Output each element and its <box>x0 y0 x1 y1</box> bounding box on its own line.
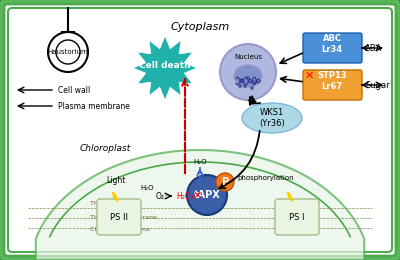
Text: ✕: ✕ <box>192 191 202 201</box>
Circle shape <box>238 84 242 88</box>
Text: tAPX: tAPX <box>194 190 220 200</box>
Text: Haustorium: Haustorium <box>48 49 88 55</box>
Text: ABA: ABA <box>365 43 382 53</box>
Circle shape <box>250 86 254 90</box>
Circle shape <box>216 173 234 191</box>
FancyBboxPatch shape <box>275 199 319 235</box>
Text: H₂O: H₂O <box>140 185 154 191</box>
Circle shape <box>220 44 276 100</box>
Text: Cell death: Cell death <box>139 61 191 69</box>
Text: Chloroplast stroma: Chloroplast stroma <box>90 227 150 232</box>
Circle shape <box>187 175 227 215</box>
FancyBboxPatch shape <box>97 199 141 235</box>
Ellipse shape <box>242 103 302 133</box>
Ellipse shape <box>234 65 262 87</box>
Circle shape <box>243 84 247 88</box>
Text: Cytoplasm: Cytoplasm <box>170 22 230 32</box>
Circle shape <box>240 78 244 82</box>
Text: phosphorylation: phosphorylation <box>237 175 294 181</box>
Text: Chloroplast: Chloroplast <box>79 144 131 153</box>
Text: PS II: PS II <box>110 212 128 222</box>
Circle shape <box>246 76 250 80</box>
Text: Plasma membrane: Plasma membrane <box>58 101 130 110</box>
Text: PS I: PS I <box>289 212 305 222</box>
Text: Nucleus: Nucleus <box>234 54 262 60</box>
Text: Cell wall: Cell wall <box>58 86 90 94</box>
Text: H₂O₂: H₂O₂ <box>176 192 194 200</box>
Circle shape <box>252 80 256 84</box>
Text: ABC
Lr34: ABC Lr34 <box>322 34 342 54</box>
Circle shape <box>48 32 88 72</box>
Text: STP13
Lr67: STP13 Lr67 <box>317 71 347 91</box>
Text: O₂⁻: O₂⁻ <box>156 192 168 200</box>
FancyBboxPatch shape <box>4 4 396 256</box>
Text: Sugar: Sugar <box>365 81 390 89</box>
Text: Thylakoid membrane: Thylakoid membrane <box>90 215 157 220</box>
FancyBboxPatch shape <box>303 33 362 63</box>
Text: Light: Light <box>106 176 126 185</box>
FancyBboxPatch shape <box>303 70 362 100</box>
Text: Thylakoid space: Thylakoid space <box>90 201 141 206</box>
Polygon shape <box>133 36 197 100</box>
Text: WKS1
(Yr36): WKS1 (Yr36) <box>259 108 285 128</box>
Text: H₂O: H₂O <box>193 159 207 165</box>
Polygon shape <box>36 150 364 260</box>
Text: P: P <box>222 177 228 187</box>
Text: ✕: ✕ <box>304 71 314 81</box>
